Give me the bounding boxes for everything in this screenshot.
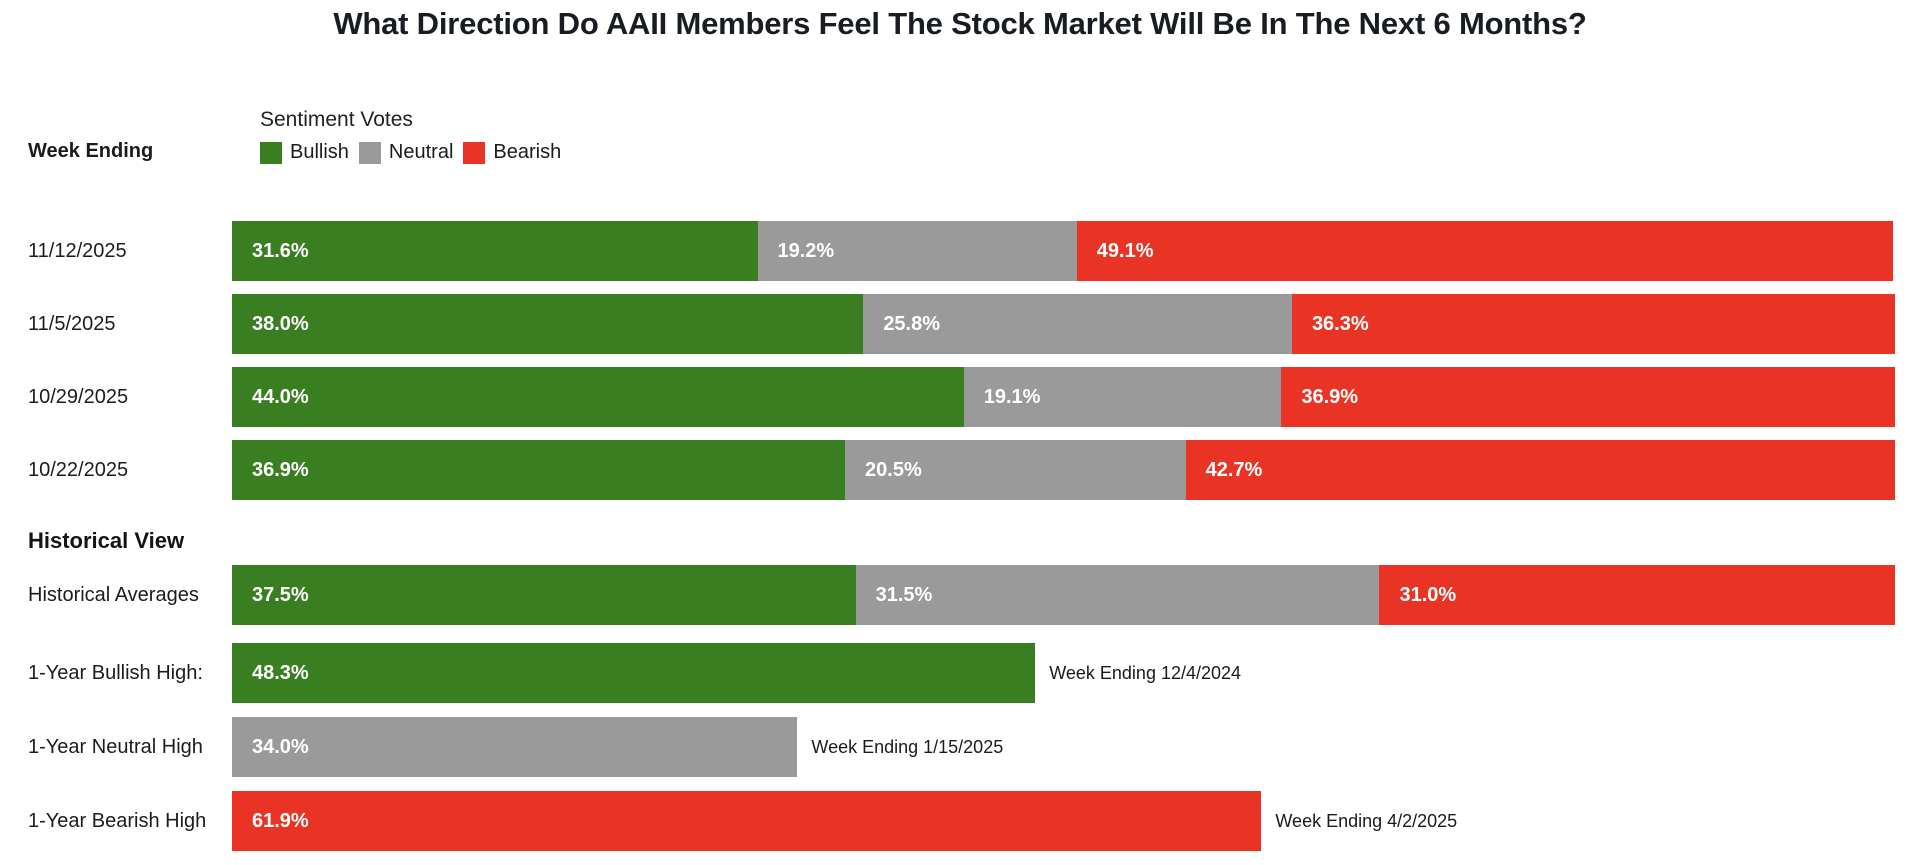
bar-track: 31.6% 19.2% 49.1%	[232, 221, 1895, 281]
bar-row: 11/12/2025 31.6% 19.2% 49.1%	[0, 221, 1920, 281]
bar-row: 11/5/2025 38.0% 25.8% 36.3%	[0, 294, 1920, 354]
legend-label-bullish: Bullish	[290, 141, 349, 163]
legend-items: Bullish Neutral Bearish	[260, 141, 571, 164]
high-bar-row: 1-Year Bearish High 61.9% Week Ending 4/2/…	[0, 791, 1920, 851]
bullish-segment: 48.3%	[232, 643, 1036, 703]
historical-averages-group: Historical Averages 37.5% 31.5% 31.0%	[0, 565, 1920, 638]
bearish-segment: 31.0%	[1379, 565, 1895, 625]
bar-row: Historical Averages 37.5% 31.5% 31.0%	[0, 565, 1920, 625]
bullish-value: 36.9%	[252, 458, 309, 481]
week-label: 10/22/2025	[28, 458, 129, 481]
bearish-value: 36.3%	[1311, 312, 1369, 335]
bearish-value: 31.0%	[1399, 583, 1457, 606]
neutral-segment: 20.5%	[845, 440, 1186, 500]
bearish-segment: 49.1%	[1076, 221, 1894, 281]
bar-annotation: Week Ending 1/15/2025	[811, 736, 1004, 757]
bearish-segment: 42.7%	[1185, 440, 1895, 500]
bearish-swatch-icon	[463, 141, 486, 164]
neutral-swatch-icon	[358, 141, 381, 164]
week-ending-header: Week Ending	[28, 140, 154, 162]
legend-item-bearish: Bearish	[463, 141, 561, 164]
bar-track: 34.0% Week Ending 1/15/2025	[232, 717, 1895, 777]
neutral-segment: 19.2%	[757, 221, 1077, 281]
legend-item-bullish: Bullish	[260, 141, 349, 164]
chart-title: What Direction Do AAII Members Feel The …	[333, 6, 1587, 41]
high-row-label: 1-Year Bullish High:	[28, 661, 203, 684]
bar-track: 48.3% Week Ending 12/4/2024	[232, 643, 1895, 703]
legend-label-neutral: Neutral	[388, 141, 454, 163]
bullish-swatch-icon	[260, 141, 282, 164]
bearish-segment: 36.9%	[1281, 367, 1895, 427]
bar-annotation: Week Ending 12/4/2024	[1049, 662, 1242, 683]
bullish-value: 38.0%	[252, 312, 309, 335]
high-bar-row: 1-Year Bullish High: 48.3% Week Ending 12/…	[0, 643, 1920, 703]
bar-annotation: Week Ending 4/2/2025	[1275, 810, 1458, 831]
neutral-value: 31.5%	[875, 583, 933, 606]
bullish-segment: 37.5%	[232, 565, 856, 625]
high-row-label: 1-Year Bearish High	[28, 809, 207, 832]
legend-label-bearish: Bearish	[493, 141, 562, 163]
bullish-segment: 31.6%	[232, 221, 758, 281]
weekly-bars-group: 11/12/2025 31.6% 19.2% 49.1% 11/5/2025 38.0% 2…	[0, 221, 1920, 513]
high-bar-row: 1-Year Neutral High 34.0% Week Ending 1/15…	[0, 717, 1920, 777]
week-label: 10/29/2025	[28, 385, 129, 408]
high-row-label: 1-Year Neutral High	[28, 735, 203, 758]
bullish-value: 37.5%	[252, 583, 309, 606]
historical-view-header: Historical View	[28, 528, 185, 553]
neutral-segment: 31.5%	[855, 565, 1380, 625]
bearish-segment: 61.9%	[232, 791, 1262, 851]
bearish-value: 61.9%	[252, 809, 309, 832]
neutral-value: 19.2%	[777, 239, 835, 262]
bullish-segment: 36.9%	[232, 440, 846, 500]
bearish-value: 36.9%	[1301, 385, 1359, 408]
legend-item-neutral: Neutral	[358, 141, 454, 164]
neutral-segment: 25.8%	[863, 294, 1292, 354]
bearish-value: 49.1%	[1096, 239, 1154, 262]
neutral-value: 19.1%	[983, 385, 1041, 408]
week-label: 11/5/2025	[28, 312, 116, 335]
bearish-segment: 36.3%	[1291, 294, 1895, 354]
bullish-value: 31.6%	[252, 239, 309, 262]
bullish-segment: 38.0%	[232, 294, 864, 354]
historical-averages-label: Historical Averages	[28, 583, 199, 606]
bullish-segment: 44.0%	[232, 367, 964, 427]
legend: Sentiment Votes Bullish Neutral Bearish	[260, 108, 571, 164]
bar-row: 10/22/2025 36.9% 20.5% 42.7%	[0, 440, 1920, 500]
week-label: 11/12/2025	[28, 239, 127, 262]
one-year-highs-group: 1-Year Bullish High: 48.3% Week Ending 12/…	[0, 643, 1920, 865]
bar-track: 37.5% 31.5% 31.0%	[232, 565, 1895, 625]
neutral-value: 25.8%	[883, 312, 941, 335]
neutral-value: 34.0%	[252, 735, 309, 758]
neutral-value: 20.5%	[865, 458, 922, 481]
neutral-segment: 19.1%	[963, 367, 1282, 427]
legend-title: Sentiment Votes	[260, 108, 413, 131]
bar-track: 38.0% 25.8% 36.3%	[232, 294, 1895, 354]
bar-track: 44.0% 19.1% 36.9%	[232, 367, 1895, 427]
bar-track: 61.9% Week Ending 4/2/2025	[232, 791, 1895, 851]
neutral-segment: 34.0%	[232, 717, 798, 777]
bar-track: 36.9% 20.5% 42.7%	[232, 440, 1895, 500]
bearish-value: 42.7%	[1205, 458, 1263, 481]
bullish-value: 48.3%	[252, 661, 309, 684]
bullish-value: 44.0%	[252, 385, 309, 408]
bar-row: 10/29/2025 44.0% 19.1% 36.9%	[0, 367, 1920, 427]
